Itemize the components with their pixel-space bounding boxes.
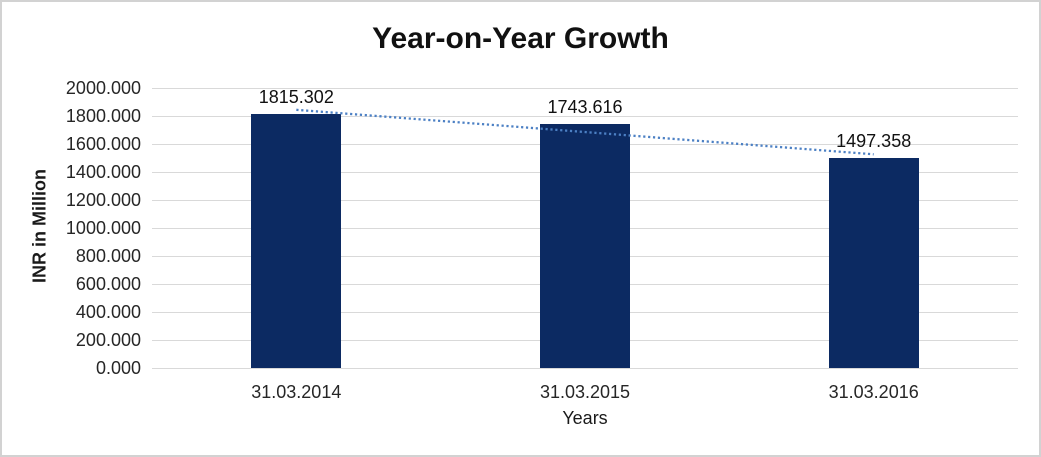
y-tick-label: 1400.000 (65, 162, 141, 182)
chart-title: Year-on-Year Growth (372, 22, 669, 55)
y-tick-label: 1800.000 (65, 106, 141, 126)
x-axis-title: Years (562, 408, 608, 428)
y-tick-label: 600.000 (75, 274, 141, 294)
bar (540, 123, 630, 368)
y-tick-label: 400.000 (75, 302, 141, 322)
bar-value-label: 1815.302 (258, 86, 334, 107)
x-tick-label: 31.03.2016 (828, 382, 919, 402)
y-tick-label: 0.000 (95, 358, 141, 378)
x-tick-label: 31.03.2015 (539, 382, 631, 402)
bar (251, 113, 342, 368)
y-tick-label: 800.000 (75, 246, 141, 266)
y-tick-label: 1000.000 (65, 218, 141, 238)
gridline (152, 87, 1018, 89)
y-tick-label: 200.000 (75, 330, 141, 350)
y-tick-label: 2000.000 (65, 78, 141, 98)
x-tick-label: 31.03.2014 (251, 382, 342, 402)
bar-value-label: 1497.358 (836, 131, 912, 152)
y-tick-label: 1600.000 (65, 134, 141, 154)
y-tick-label: 1200.000 (65, 190, 141, 210)
gridline (152, 367, 1018, 369)
bar (828, 158, 919, 368)
bar-value-label: 1743.616 (547, 96, 623, 117)
